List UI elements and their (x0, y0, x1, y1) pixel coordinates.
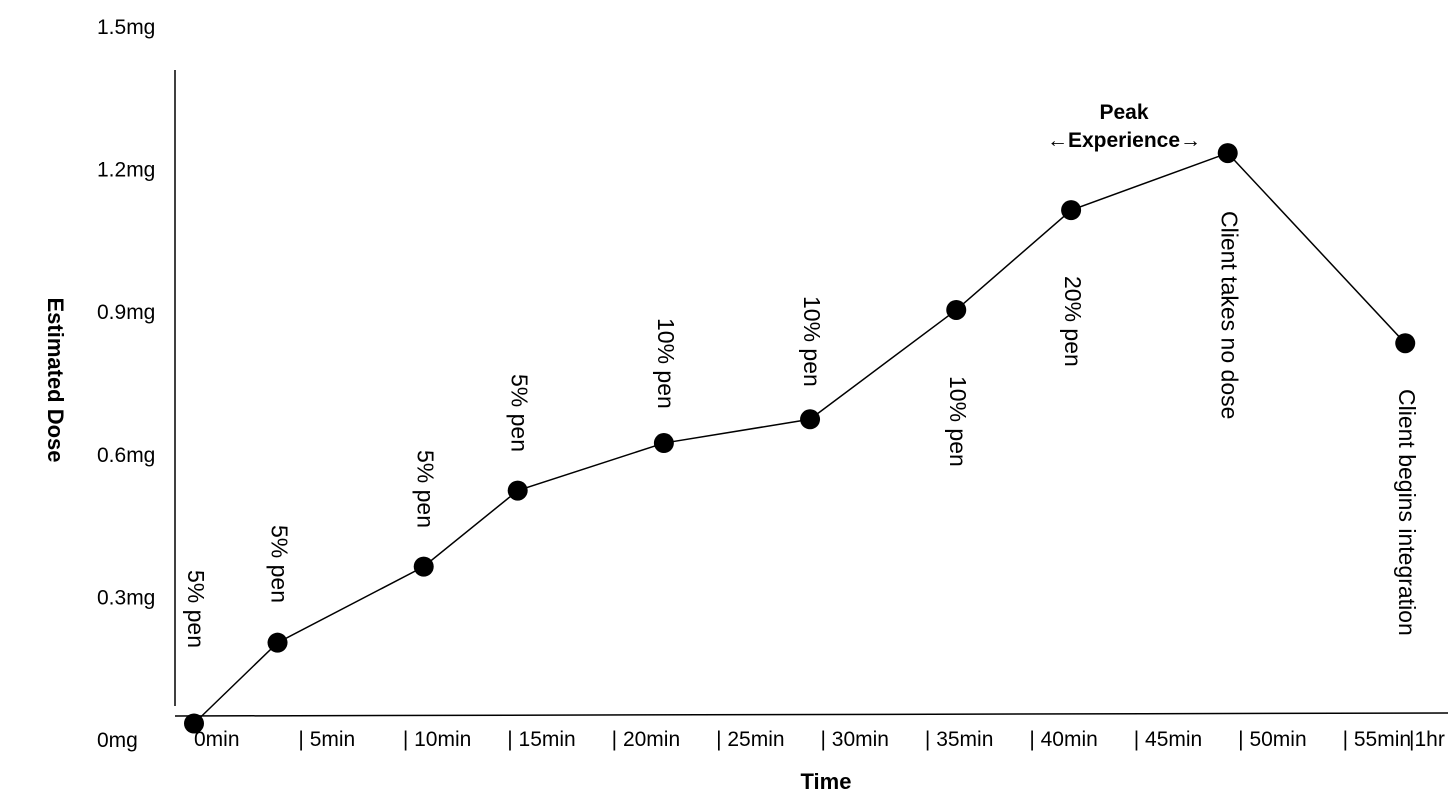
x-tick-label: | 55min (1343, 728, 1412, 751)
point-annotation: 5% pen (413, 450, 439, 528)
data-point (1395, 333, 1416, 354)
y-tick-labels: 0mg 0.3mg 0.6mg 0.9mg 1.2mg 1.5mg (97, 16, 155, 752)
data-point (946, 299, 967, 320)
y-axis-title: Estimated Dose (43, 297, 68, 462)
x-tick-label: | 25min (716, 728, 785, 751)
y-tick-label: 0.9mg (97, 301, 155, 324)
x-tick-label: | 35min (925, 728, 994, 751)
x-tick-label: | 5min (298, 728, 355, 751)
dose-series-line (193, 152, 1406, 725)
x-tick-label: | 15min (507, 728, 576, 751)
data-points (184, 143, 1416, 734)
point-annotation: 5% pen (507, 374, 533, 452)
y-tick-label: 0mg (97, 729, 138, 752)
x-tick-label: | 20min (612, 728, 681, 751)
point-annotation: 10% pen (945, 376, 971, 467)
x-tick-label: 0min (194, 728, 240, 751)
point-annotation: 5% pen (266, 525, 292, 603)
point-annotations: 5% pen 5% pen 5% pen 5% pen 10% pen 10% pen 10… (183, 211, 1420, 648)
x-tick-labels: 0min | 5min | 10min | 15min | 20min | 25min | … (194, 728, 1445, 751)
peak-label-line2: ←Experience→ (1047, 129, 1201, 152)
data-point (184, 713, 204, 734)
x-tick-label: | 40min (1029, 728, 1098, 751)
data-point (800, 409, 821, 430)
x-tick-label: | 10min (403, 728, 472, 751)
point-annotation: Client begins integration (1394, 389, 1420, 636)
x-tick-label: | 45min (1134, 728, 1203, 751)
x-tick-label: | 30min (821, 728, 890, 751)
data-point (267, 632, 288, 653)
x-tick-label: |1hr (1409, 728, 1445, 751)
x-axis-line (174, 712, 1449, 717)
data-point (1217, 143, 1238, 164)
data-point (413, 556, 434, 577)
x-tick-label: | 50min (1238, 728, 1307, 751)
y-tick-label: 0.6mg (97, 444, 155, 467)
data-point (507, 480, 528, 501)
data-point (1061, 200, 1082, 221)
peak-label-line1: Peak (1099, 101, 1148, 124)
point-annotation: 5% pen (183, 570, 209, 648)
point-annotation: 20% pen (1060, 276, 1086, 367)
x-axis-title: Time (801, 769, 852, 794)
y-tick-label: 1.5mg (97, 16, 155, 39)
y-tick-label: 1.2mg (97, 159, 155, 182)
point-annotation: 10% pen (653, 318, 679, 409)
y-tick-label: 0.3mg (97, 586, 155, 609)
data-point (653, 433, 674, 454)
point-annotation: 10% pen (799, 296, 825, 387)
point-annotation: Client takes no dose (1217, 211, 1243, 419)
